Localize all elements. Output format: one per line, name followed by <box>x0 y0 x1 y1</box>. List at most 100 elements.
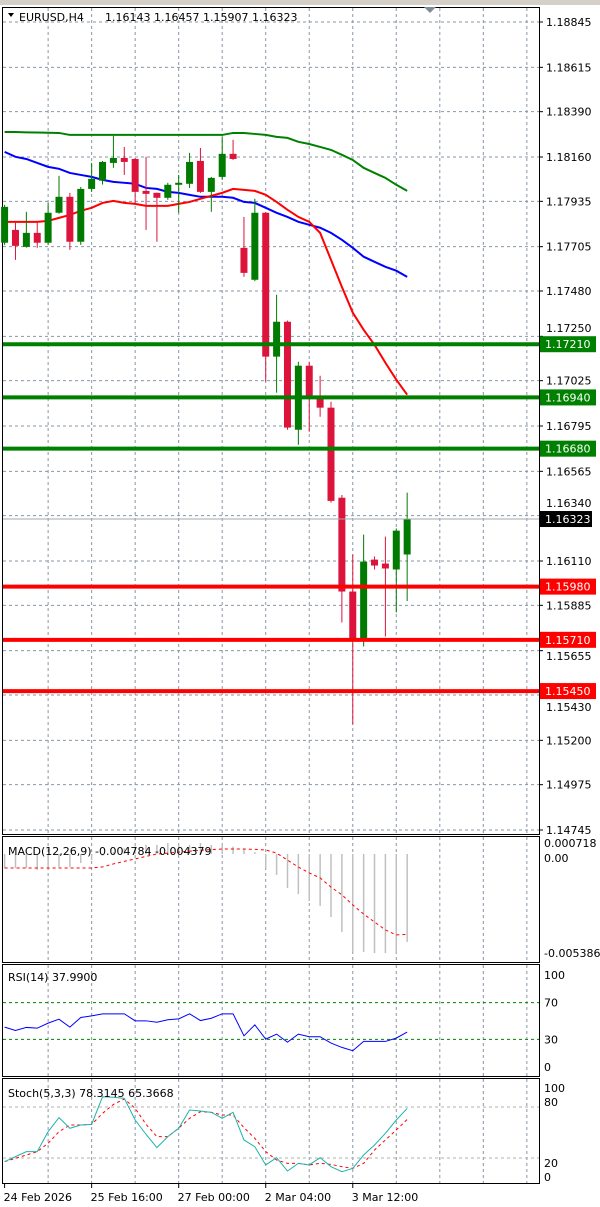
candle[interactable] <box>88 162 96 192</box>
price-axis-label: 1.15655 <box>546 650 592 663</box>
macd-axis-label: -0.005386 <box>544 947 600 960</box>
candle-body <box>186 161 194 184</box>
price-axis-label: 1.16340 <box>546 497 592 510</box>
candle-body <box>153 192 161 198</box>
candle[interactable] <box>251 198 259 282</box>
candle[interactable] <box>327 401 335 503</box>
candle[interactable] <box>262 212 270 382</box>
rsi-axis-label: 0 <box>544 1061 551 1074</box>
macd-title: MACD(12,26,9) -0.004784 -0.004379 <box>8 845 211 858</box>
candle-body <box>44 212 52 243</box>
candle[interactable] <box>371 556 379 570</box>
candle-body <box>99 161 107 181</box>
axes: 1.18845 1.18615 1.18390 1.18160 1.17935 1.177… <box>4 16 600 1204</box>
stoch-axis-label: 0 <box>544 1171 551 1184</box>
price-axis-label: 1.17935 <box>546 195 592 208</box>
candle[interactable] <box>218 136 226 180</box>
candle-body <box>327 407 335 501</box>
rsi-title: RSI(14) 37.9900 <box>8 971 97 984</box>
candle[interactable] <box>44 202 52 245</box>
candle[interactable] <box>109 135 117 168</box>
price-axis-label: 1.14745 <box>546 824 592 837</box>
current-price-badge <box>540 511 592 528</box>
candle[interactable] <box>142 156 150 230</box>
candle[interactable] <box>11 222 19 260</box>
candle[interactable] <box>33 222 41 248</box>
candle-body <box>371 559 379 566</box>
resistance-level-label: 1.16940 <box>545 391 591 404</box>
candle-body <box>196 160 204 192</box>
candle-body <box>251 212 259 280</box>
candle[interactable] <box>403 492 411 602</box>
candle[interactable] <box>22 211 30 248</box>
candle[interactable] <box>55 175 63 214</box>
time-axis-label: 25 Feb 16:00 <box>91 1191 163 1204</box>
chart-shift-marker-icon[interactable] <box>424 7 436 13</box>
stoch-axis-label: 80 <box>544 1096 558 1109</box>
candle[interactable] <box>240 216 248 277</box>
chart-header: EURUSD,H4 1.16143 1.16457 1.15907 1.1632… <box>8 7 436 1100</box>
candle-body <box>218 153 226 177</box>
candle[interactable] <box>392 528 400 613</box>
candle[interactable] <box>99 160 107 185</box>
candle[interactable] <box>338 494 346 623</box>
candle-body <box>316 397 324 408</box>
current-price-label: 1.16323 <box>545 513 591 526</box>
support-level-label: 1.15980 <box>545 581 591 594</box>
candle-body <box>338 497 346 592</box>
price-panel[interactable] <box>1 130 539 725</box>
macd-panel[interactable] <box>3 842 408 954</box>
stoch-panel[interactable] <box>3 1096 539 1173</box>
macd-signal-line <box>4 848 408 936</box>
main-panel-frame <box>2 7 540 835</box>
price-axis-label: 1.18390 <box>546 106 592 119</box>
candle[interactable] <box>207 176 215 212</box>
support-level-badge <box>540 578 596 595</box>
candle-body <box>11 229 19 246</box>
candle[interactable] <box>120 146 128 175</box>
candle-body <box>262 212 270 357</box>
resistance-level-badge <box>540 389 596 406</box>
candle[interactable] <box>153 192 161 242</box>
rsi-line <box>4 1013 408 1052</box>
price-axis-label: 1.18615 <box>546 61 592 74</box>
candle[interactable] <box>175 174 183 213</box>
candle[interactable] <box>360 534 368 647</box>
candle[interactable] <box>1 204 9 245</box>
price-axis-label: 1.16565 <box>546 465 592 478</box>
candle-body <box>109 157 117 163</box>
price-axis-label: 1.15885 <box>546 599 592 612</box>
macd-axis-label: 0.000718 <box>544 837 597 850</box>
candle[interactable] <box>131 157 139 203</box>
rsi-panel[interactable] <box>3 1002 539 1052</box>
time-axis-label: 24 Feb 2026 <box>4 1191 72 1204</box>
price-axis-label: 1.15430 <box>546 701 592 714</box>
candle[interactable] <box>229 139 237 160</box>
candle[interactable] <box>196 147 204 193</box>
candle-body <box>381 563 389 569</box>
candle[interactable] <box>164 182 172 200</box>
resistance-level-label: 1.16680 <box>545 443 591 456</box>
rsi-axis-label: 30 <box>544 1033 558 1046</box>
candle-body <box>33 232 41 243</box>
candle[interactable] <box>186 152 194 188</box>
stoch-axis-label: 20 <box>544 1157 558 1170</box>
moving-average-line-ma_slow <box>4 130 408 192</box>
price-axis-label: 1.15200 <box>546 734 592 747</box>
support-level-badge <box>540 631 596 648</box>
candle[interactable] <box>283 320 291 430</box>
price-axis-label: 1.17250 <box>546 322 592 335</box>
price-axis-label: 1.18160 <box>546 151 592 164</box>
price-axis-label: 1.18845 <box>546 16 592 29</box>
candle-body <box>229 153 237 159</box>
rsi-axis-label: 100 <box>544 969 565 982</box>
triangle-down-icon[interactable] <box>8 13 14 17</box>
time-axis-label: 3 Mar 12:00 <box>352 1191 418 1204</box>
candle[interactable] <box>66 192 74 250</box>
candle-body <box>283 321 291 428</box>
candle[interactable] <box>77 186 85 245</box>
candle-body <box>142 190 150 194</box>
ohlc-values: 1.16143 1.16457 1.15907 1.16323 <box>105 11 297 24</box>
